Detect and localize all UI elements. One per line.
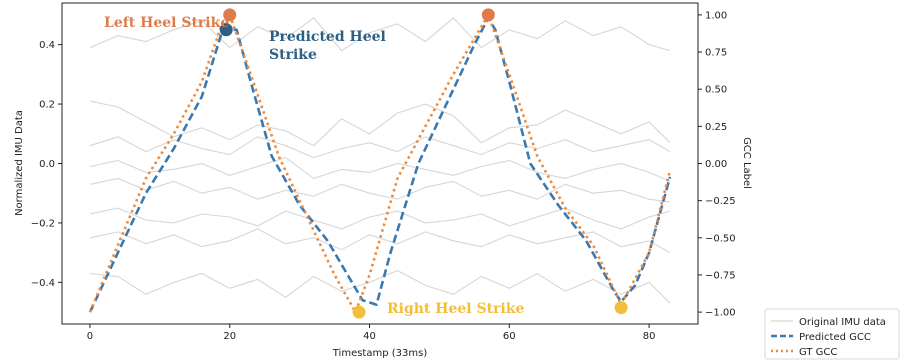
left-y-tick-label: 0.2 bbox=[39, 100, 55, 111]
right-y-tick-label: −0.25 bbox=[705, 196, 736, 207]
right-y-tick-label: −1.00 bbox=[705, 308, 736, 319]
imu-series-line-2 bbox=[89, 100, 671, 147]
imu-series-line-6 bbox=[89, 207, 671, 230]
x-tick-label: 20 bbox=[223, 331, 236, 342]
left-heel-strike-annotation: Left Heel Strike bbox=[104, 15, 229, 31]
plot-frame bbox=[61, 2, 699, 325]
legend-label-imu: Original IMU data bbox=[799, 317, 886, 328]
legend-label-gt: GT GCC bbox=[799, 347, 837, 358]
right-y-tick-label: −0.75 bbox=[705, 270, 736, 281]
marker-group bbox=[219, 8, 628, 319]
imu-series-line-3 bbox=[89, 136, 671, 159]
predicted-heel-strike-marker bbox=[219, 23, 233, 37]
legend-box bbox=[764, 308, 900, 360]
x-tick-label: 40 bbox=[363, 331, 376, 342]
right-y-tick-label: 1.00 bbox=[705, 10, 727, 21]
left-y-tick-label: −0.4 bbox=[31, 278, 55, 289]
predicted-heel-strike-annotation-line1: Predicted Heel bbox=[269, 29, 386, 45]
predicted-gcc-line bbox=[88, 16, 672, 313]
imu-series-line-1 bbox=[89, 17, 671, 52]
right-y-tick-label: 0.00 bbox=[705, 159, 727, 170]
x-tick-label: 0 bbox=[87, 331, 93, 342]
legend: Original IMU data Predicted GCC GT GCC bbox=[764, 308, 900, 360]
right-heel-strike-marker-2 bbox=[614, 301, 628, 315]
right-heel-strike-marker-1 bbox=[352, 305, 366, 319]
x-axis-ticks: 0 20 40 60 80 bbox=[87, 324, 656, 342]
right-y-tick-label: 0.50 bbox=[705, 85, 727, 96]
predicted-heel-strike-annotation-line2: Strike bbox=[269, 47, 317, 63]
gcc-series-group bbox=[88, 13, 672, 314]
x-tick-label: 80 bbox=[643, 331, 656, 342]
left-y-axis-label: Normalized IMU Data bbox=[14, 110, 25, 216]
left-y-tick-label: 0.0 bbox=[39, 159, 55, 170]
imu-series-line-5 bbox=[89, 177, 671, 203]
right-y-tick-label: −0.50 bbox=[705, 233, 736, 244]
legend-label-predicted: Predicted GCC bbox=[799, 332, 871, 343]
right-heel-strike-annotation: Right Heel Strike bbox=[387, 301, 524, 317]
right-y-axis-label: GCC Label bbox=[741, 137, 752, 189]
imu-series-line-4 bbox=[89, 156, 671, 182]
left-y-tick-label: 0.4 bbox=[39, 40, 55, 51]
right-y-tick-label: 0.75 bbox=[705, 48, 727, 59]
left-y-tick-label: −0.2 bbox=[31, 218, 55, 229]
x-tick-label: 60 bbox=[503, 331, 516, 342]
imu-series-line-7 bbox=[89, 228, 671, 254]
right-y-tick-label: 0.25 bbox=[705, 122, 727, 133]
imu-series-group bbox=[89, 17, 671, 304]
gt-gcc-line bbox=[88, 13, 672, 314]
left-y-axis-ticks: −0.4 −0.2 0.0 0.2 0.4 bbox=[31, 40, 62, 289]
right-y-axis-ticks: −1.00 −0.75 −0.50 −0.25 0.00 0.25 0.50 0.75 1.00 bbox=[698, 10, 736, 319]
gt-peak-marker bbox=[481, 8, 495, 22]
x-axis-label: Timestamp (33ms) bbox=[332, 348, 428, 359]
left-heel-strike-marker bbox=[223, 8, 237, 22]
